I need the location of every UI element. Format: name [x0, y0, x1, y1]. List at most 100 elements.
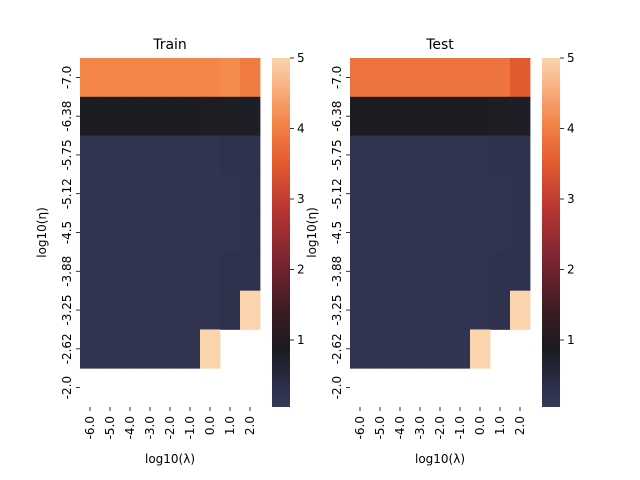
heatmap-cell	[80, 135, 101, 175]
y-tick-label: -2.0	[60, 376, 74, 399]
heatmap-cell	[370, 329, 391, 369]
heatmap-cell	[80, 329, 101, 369]
heatmap-cell	[370, 251, 391, 292]
heatmap-cell	[240, 213, 261, 253]
heatmap-cell	[80, 251, 101, 292]
heatmap-cell	[80, 213, 101, 253]
heatmap-cell	[140, 329, 161, 369]
heatmap-cell	[120, 213, 141, 253]
heatmap-cell	[140, 174, 161, 214]
heatmap-cell	[370, 290, 391, 330]
heatmap-cell	[220, 251, 241, 292]
y-tick-label: -2.62	[330, 333, 344, 364]
y-axis-label: log10(η)	[305, 207, 319, 258]
heatmap-cell	[490, 290, 511, 330]
heatmap-cell	[490, 96, 511, 136]
heatmap-cell	[350, 213, 371, 253]
heatmap-cell	[200, 174, 221, 214]
y-tick-label: -5.12	[330, 178, 344, 209]
heatmap-cell	[240, 58, 261, 98]
heatmap-cell	[80, 174, 101, 214]
y-tick-label: -7.0	[330, 66, 344, 89]
heatmap-cell	[120, 290, 141, 330]
heatmap-cell	[160, 96, 181, 136]
x-tick-label: -2.0	[163, 416, 177, 439]
heatmap-cell	[450, 58, 471, 98]
heatmap-cell	[180, 174, 201, 214]
heatmap-cell	[510, 135, 531, 175]
x-tick-label: 2.0	[243, 416, 257, 435]
colorbar-tick-label: 5	[297, 51, 305, 65]
heatmap-cell	[140, 251, 161, 292]
x-tick-label: 0.0	[473, 416, 487, 435]
panel-title: Test	[425, 37, 454, 53]
heatmap-cell	[490, 58, 511, 98]
heatmap-cell	[180, 251, 201, 292]
x-tick-label: -3.0	[143, 416, 157, 439]
colorbar-tick-label: 2	[297, 263, 305, 277]
heatmap-cell	[390, 251, 411, 292]
heatmap-cell	[200, 96, 221, 136]
heatmap-cell	[430, 174, 451, 214]
y-tick-label: -3.25	[60, 295, 74, 326]
heatmap-cell	[160, 329, 181, 369]
colorbar-tick-label: 1	[297, 333, 305, 347]
colorbar-tick-label: 4	[567, 122, 575, 136]
x-tick-label: 1.0	[493, 416, 507, 435]
heatmap-cell	[470, 329, 491, 369]
panel-title: Train	[152, 37, 187, 53]
heatmap-cell	[430, 329, 451, 369]
x-tick-label: -4.0	[123, 416, 137, 439]
heatmap-cell	[410, 329, 431, 369]
heatmap-cell	[370, 213, 391, 253]
heatmap-cell	[100, 174, 121, 214]
heatmap-cell	[80, 290, 101, 330]
heatmap-cell	[100, 96, 121, 136]
heatmap-cell	[100, 213, 121, 253]
heatmap-cell	[220, 213, 241, 253]
heatmap-cell	[510, 174, 531, 214]
colorbar	[542, 58, 560, 407]
heatmap-cell	[450, 96, 471, 136]
x-axis-label: log10(λ)	[415, 452, 465, 466]
heatmap-cell	[430, 251, 451, 292]
heatmap-cell	[430, 58, 451, 98]
heatmap-cell	[370, 174, 391, 214]
x-tick-label: -3.0	[413, 416, 427, 439]
x-axis-label: log10(λ)	[145, 452, 195, 466]
heatmap-cell	[410, 174, 431, 214]
heatmap-cell	[450, 174, 471, 214]
heatmap-cell	[390, 290, 411, 330]
heatmap-cell	[510, 251, 531, 292]
heatmap-cell	[510, 290, 531, 330]
heatmap-cell	[410, 290, 431, 330]
y-tick-label: -2.62	[60, 333, 74, 364]
heatmap-cell	[450, 290, 471, 330]
heatmap-cell	[350, 290, 371, 330]
y-tick-label: -6.38	[330, 101, 344, 132]
y-tick-label: -2.0	[330, 376, 344, 399]
heatmap-cell	[240, 96, 261, 136]
heatmap-cell	[370, 96, 391, 136]
heatmap-cell	[470, 135, 491, 175]
heatmap-cell	[450, 135, 471, 175]
x-tick-label: -5.0	[103, 416, 117, 439]
heatmap-cell	[120, 329, 141, 369]
heatmap-cell	[410, 213, 431, 253]
heatmap-cell	[120, 174, 141, 214]
heatmap-cell	[470, 290, 491, 330]
heatmap-cell	[350, 329, 371, 369]
heatmap-cell	[160, 251, 181, 292]
heatmap-cell	[390, 135, 411, 175]
heatmap-cell	[450, 329, 471, 369]
heatmap-cell	[120, 96, 141, 136]
heatmap-cell	[240, 174, 261, 214]
heatmap-cell	[390, 58, 411, 98]
heatmap-cell	[390, 329, 411, 369]
colorbar-tick-label: 2	[567, 263, 575, 277]
heatmap-cell	[240, 251, 261, 292]
heatmap-cell	[470, 213, 491, 253]
heatmap-cell	[490, 135, 511, 175]
x-tick-label: -2.0	[433, 416, 447, 439]
